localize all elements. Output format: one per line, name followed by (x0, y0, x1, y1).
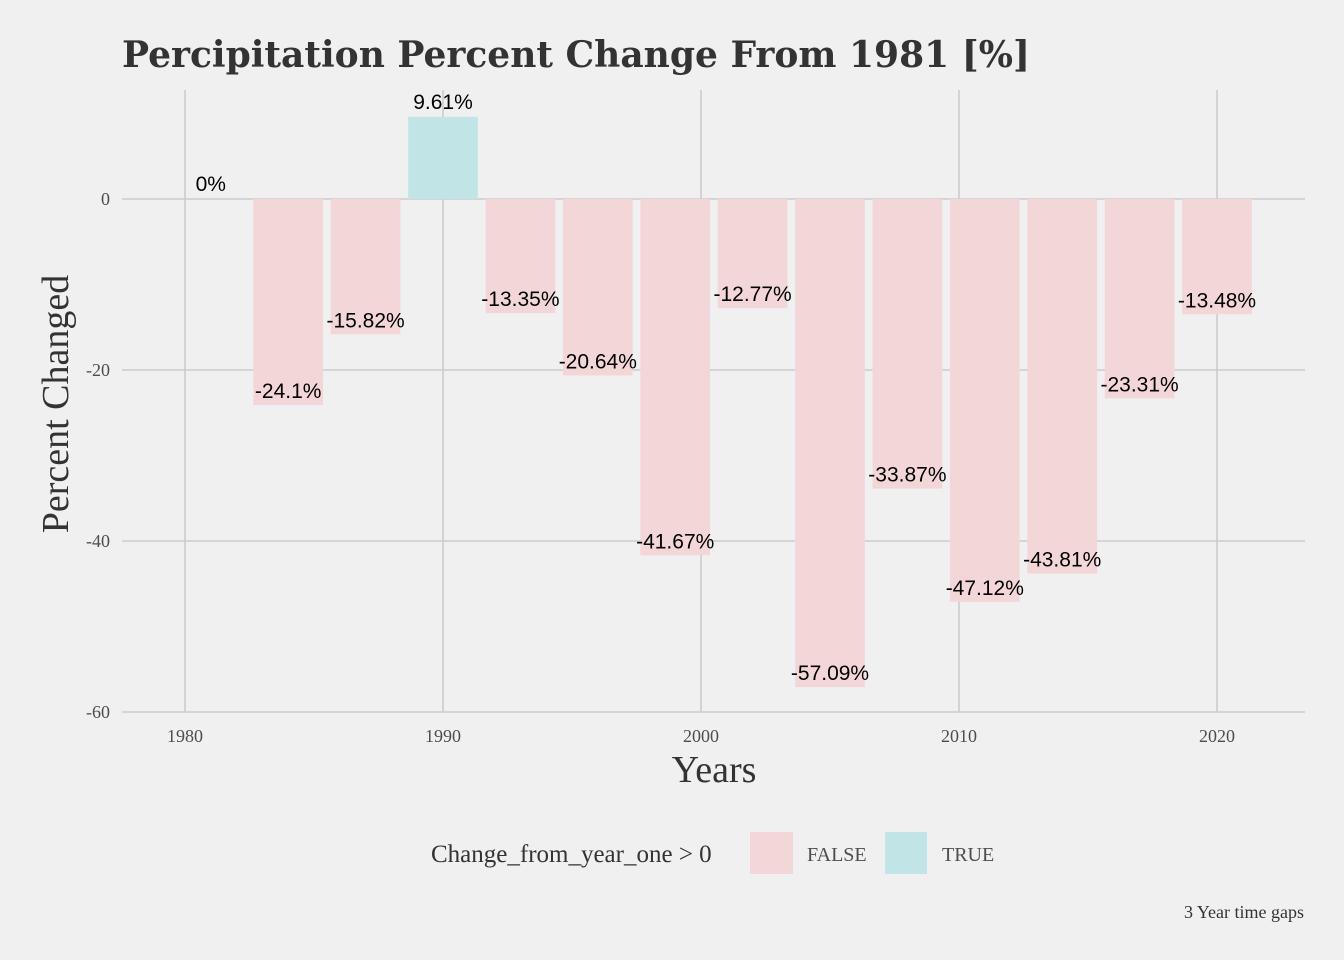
bar-label-2002: -12.77% (713, 283, 791, 306)
bar-label-1984: -24.1% (255, 380, 322, 403)
bar-1996 (562, 199, 633, 376)
x-axis-title: Years (672, 749, 757, 791)
chart-title: Percipitation Percent Change From 1981 [… (122, 34, 1030, 76)
bar-label-1993: -13.35% (481, 288, 559, 311)
bar-label-2014: -43.81% (1023, 549, 1101, 572)
x-tick-label-2010: 2010 (941, 726, 977, 746)
chart-caption: 3 Year time gaps (1184, 902, 1304, 922)
y-tick-label--20: -20 (86, 360, 110, 380)
y-tick-label--40: -40 (86, 531, 110, 551)
legend-key-false (750, 832, 793, 874)
bar-2008 (872, 199, 943, 489)
bar-labels: 0% -24.1% -15.82% 9.61% -13.35% -20.64% -41.67… (196, 91, 1256, 685)
y-axis-title: Percent Changed (35, 275, 77, 534)
legend: Change_from_year_one > 0 FALSE TRUE (431, 832, 994, 874)
bar-label-1996: -20.64% (559, 350, 637, 373)
bar-1999 (640, 199, 711, 556)
y-tick-label--60: -60 (86, 702, 110, 722)
bar-label-1981: 0% (196, 173, 226, 196)
bar-label-1987: -15.82% (326, 309, 404, 332)
bar-label-2005: -57.09% (791, 662, 869, 685)
legend-label-false: FALSE (807, 844, 867, 866)
bar-2011 (949, 199, 1020, 602)
bar-2014 (1027, 199, 1098, 574)
x-tick-label-1980: 1980 (167, 726, 203, 746)
x-tick-label-2020: 2020 (1199, 726, 1235, 746)
bars (253, 116, 1252, 688)
axis-ticks: 1980 1990 2000 2010 2020 0 -20 -40 -60 (86, 189, 1235, 746)
bar-label-1999: -41.67% (636, 530, 714, 553)
legend-label-true: TRUE (942, 844, 994, 866)
bar-1987 (330, 199, 401, 335)
legend-title: Change_from_year_one > 0 (431, 841, 712, 868)
bar-2002 (717, 199, 788, 309)
legend-key-true (885, 832, 927, 874)
bar-2020 (1182, 199, 1252, 315)
x-tick-label-2000: 2000 (683, 726, 719, 746)
bar-1984 (253, 199, 324, 406)
bar-label-2008: -33.87% (868, 464, 946, 487)
bar-label-2020: -13.48% (1178, 289, 1256, 312)
bar-2017 (1104, 199, 1175, 399)
y-tick-label-0: 0 (101, 189, 110, 209)
x-tick-label-1990: 1990 (425, 726, 461, 746)
bar-1993 (485, 199, 556, 314)
bar-label-1990: 9.61% (413, 91, 473, 114)
bar-label-2011: -47.12% (946, 577, 1024, 600)
bar-2005 (795, 199, 865, 688)
bar-1990 (408, 116, 478, 199)
bar-label-2017: -23.31% (1100, 373, 1178, 396)
